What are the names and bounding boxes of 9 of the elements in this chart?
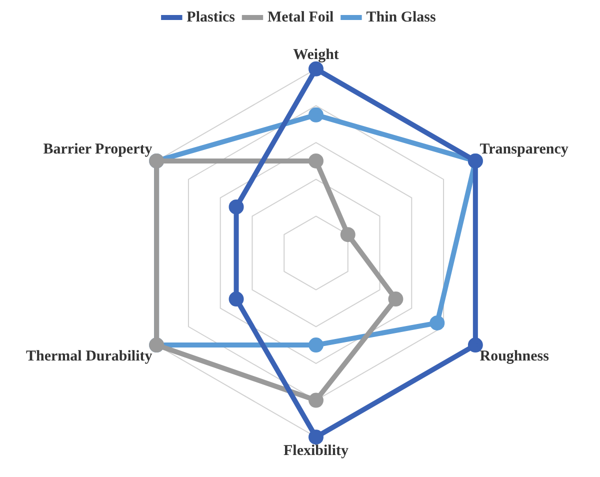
spoke-label: Thermal Durability (26, 348, 153, 364)
legend-label: Thin Glass (366, 9, 436, 26)
spoke-label: Barrier Property (43, 141, 153, 158)
spoke-label: Transparency (480, 141, 569, 158)
spoke-label: Roughness (480, 348, 550, 364)
legend-label: Metal Foil (267, 9, 334, 26)
legend-label: Plastics (186, 9, 236, 26)
spoke-label: Weight (293, 46, 339, 63)
spoke-label: Flexibility (284, 442, 349, 459)
